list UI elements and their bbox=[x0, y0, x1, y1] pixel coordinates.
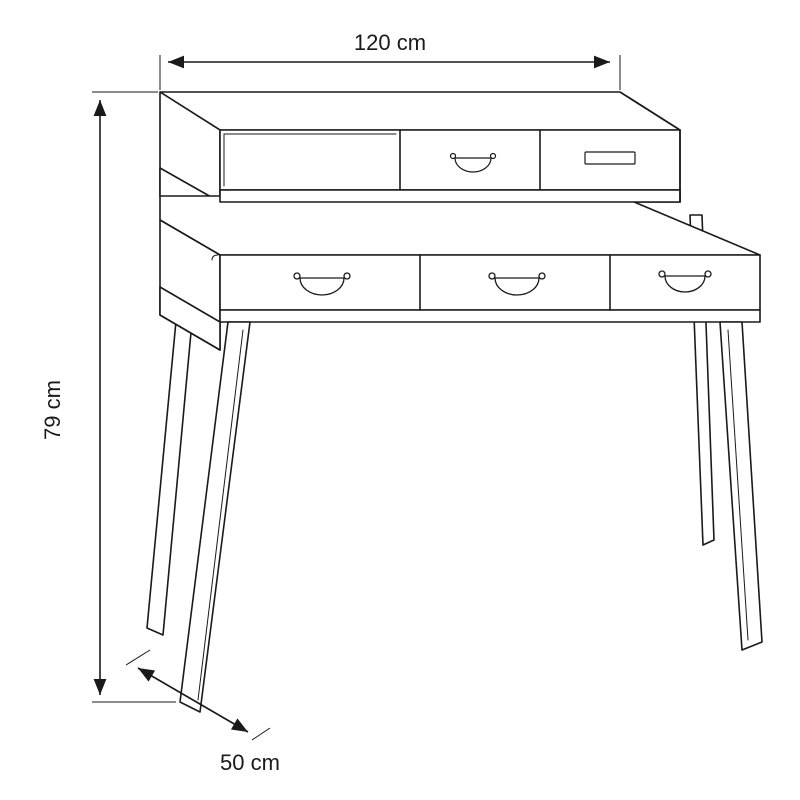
desk-dimension-diagram: 120 cm 79 cm 50 cm bbox=[0, 0, 800, 800]
leg-back-left bbox=[147, 300, 194, 635]
dimension-width-label: 120 cm bbox=[354, 30, 426, 55]
desktop-top bbox=[160, 196, 760, 255]
hutch-top bbox=[160, 92, 680, 130]
dimension-width: 120 cm bbox=[160, 30, 620, 90]
dimension-depth-label: 50 cm bbox=[220, 750, 280, 775]
hutch-drawer-handle-2 bbox=[585, 152, 635, 164]
leg-front-right bbox=[720, 322, 762, 650]
leg-front-left bbox=[180, 322, 250, 712]
dimension-height-label: 79 cm bbox=[40, 380, 65, 440]
desk-drawing bbox=[147, 92, 762, 712]
